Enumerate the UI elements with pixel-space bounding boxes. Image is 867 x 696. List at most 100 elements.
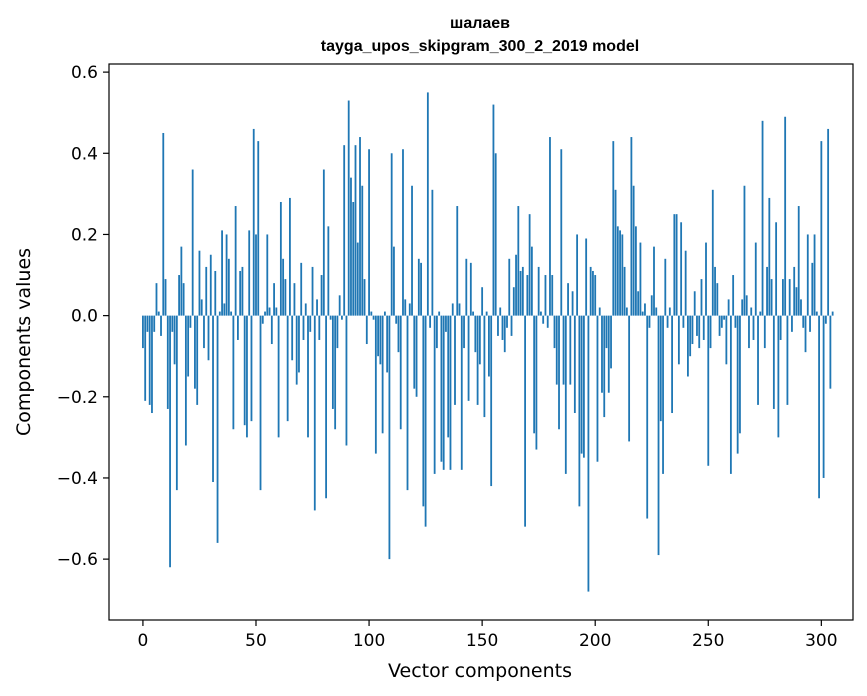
bar-247 xyxy=(700,279,703,316)
bar-222 xyxy=(644,303,646,316)
bar-288 xyxy=(793,266,796,316)
bar-15 xyxy=(175,315,178,491)
bar-41 xyxy=(234,206,237,316)
bar-89 xyxy=(343,145,346,316)
bar-22 xyxy=(191,169,194,316)
bar-72 xyxy=(304,303,307,316)
bar-63 xyxy=(284,279,287,316)
bar-131 xyxy=(438,311,441,316)
bar-112 xyxy=(395,315,398,324)
bar-276 xyxy=(766,266,768,316)
bar-156 xyxy=(494,153,497,316)
bar-120 xyxy=(413,315,416,389)
bar-215 xyxy=(628,315,631,442)
bar-105 xyxy=(379,315,382,365)
bar-228 xyxy=(657,315,660,556)
bar-7 xyxy=(157,311,160,316)
bar-65 xyxy=(289,197,291,316)
bar-214 xyxy=(625,307,628,316)
bar-263 xyxy=(736,315,739,454)
bar-25 xyxy=(198,250,201,316)
bar-220 xyxy=(639,242,642,316)
bar-109 xyxy=(388,315,391,560)
bar-285 xyxy=(786,315,789,405)
bar-27 xyxy=(203,315,205,349)
x-tick-label: 300 xyxy=(805,631,837,651)
bar-213 xyxy=(623,266,626,316)
bar-248 xyxy=(702,315,705,340)
bar-250 xyxy=(707,315,710,466)
bar-192 xyxy=(576,234,579,316)
bar-204 xyxy=(603,315,606,418)
bar-267 xyxy=(745,295,748,316)
bar-101 xyxy=(370,311,373,316)
bar-77 xyxy=(316,299,318,316)
bar-252 xyxy=(711,189,714,316)
bar-10 xyxy=(164,279,167,316)
bar-171 xyxy=(528,214,531,316)
bar-185 xyxy=(560,149,563,316)
bar-1 xyxy=(144,315,147,401)
bar-244 xyxy=(693,291,696,316)
bar-0 xyxy=(142,315,144,349)
bar-189 xyxy=(569,315,572,385)
bar-277 xyxy=(768,197,771,316)
x-tick-label: 200 xyxy=(579,631,611,651)
bar-124 xyxy=(422,315,425,507)
bar-51 xyxy=(257,141,260,316)
bar-66 xyxy=(291,315,294,361)
bar-44 xyxy=(241,266,244,316)
bar-237 xyxy=(677,315,680,365)
bar-157 xyxy=(497,315,499,336)
bar-183 xyxy=(555,315,558,385)
bar-173 xyxy=(533,315,536,434)
bar-81 xyxy=(325,315,327,499)
y-axis-ticks: −0.6 −0.4 −0.2 0.0 0.2 0.4 0.6 xyxy=(57,63,109,570)
bar-233 xyxy=(668,307,671,316)
bar-280 xyxy=(775,222,778,316)
bar-210 xyxy=(616,226,619,316)
bar-107 xyxy=(383,311,386,316)
bar-36 xyxy=(223,303,226,316)
bar-61 xyxy=(279,201,282,316)
x-axis-label: Vector components xyxy=(388,660,572,682)
bar-165 xyxy=(515,254,517,316)
x-tick-label: 150 xyxy=(466,631,498,651)
y-tick-label: 0.6 xyxy=(71,63,98,83)
bar-149 xyxy=(478,315,481,365)
bar-5 xyxy=(153,315,156,332)
bar-274 xyxy=(761,120,764,316)
bar-218 xyxy=(635,226,637,316)
bar-278 xyxy=(770,279,773,316)
bar-46 xyxy=(246,315,248,438)
bar-272 xyxy=(757,315,759,405)
bar-259 xyxy=(727,299,730,316)
bar-212 xyxy=(621,234,624,316)
bar-253 xyxy=(714,266,716,316)
bar-291 xyxy=(800,299,802,316)
bar-257 xyxy=(723,315,726,320)
bar-234 xyxy=(671,315,673,414)
x-tick-label: 50 xyxy=(245,631,267,651)
bar-195 xyxy=(582,315,585,458)
bar-208 xyxy=(612,141,615,316)
bar-30 xyxy=(209,254,212,316)
bar-94 xyxy=(354,145,357,316)
bar-281 xyxy=(777,315,780,438)
bar-58 xyxy=(273,283,275,316)
bar-146 xyxy=(472,311,474,316)
bar-80 xyxy=(322,169,325,316)
bar-256 xyxy=(720,315,723,328)
bar-300 xyxy=(820,141,823,316)
bar-28 xyxy=(205,266,208,316)
bar-139 xyxy=(456,206,459,316)
bar-292 xyxy=(802,315,805,328)
bar-299 xyxy=(818,315,820,499)
bar-197 xyxy=(587,315,590,592)
bar-279 xyxy=(772,315,775,409)
bar-275 xyxy=(763,315,766,349)
bar-203 xyxy=(601,315,603,393)
bar-121 xyxy=(415,315,418,397)
bar-134 xyxy=(445,315,447,332)
bar-181 xyxy=(551,275,554,316)
